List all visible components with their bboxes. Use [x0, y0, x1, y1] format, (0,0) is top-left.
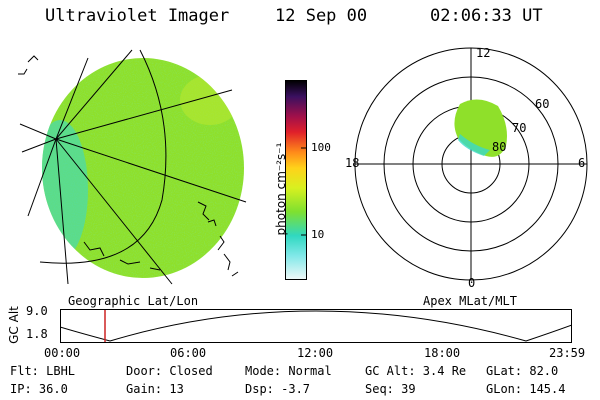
status-flt: Flt: LBHL [10, 364, 76, 378]
status-mode: Mode: Normal [245, 364, 332, 378]
status-dsp: Dsp: -3.7 [245, 382, 311, 396]
colorbar-unit-label: photon cm⁻²s⁻¹ [274, 142, 288, 236]
status-seq: Seq: 39 [365, 382, 416, 396]
status-door: Door: Closed [126, 364, 213, 378]
status-glat: GLat: 82.0 [486, 364, 559, 378]
apex-caption: Apex MLat/MLT [423, 294, 517, 308]
altitude-curve [60, 310, 572, 342]
timeline-axis-title: GC Alt [7, 306, 21, 344]
instrument-title: Ultraviolet Imager [45, 6, 230, 26]
mlt-label-6: 6 [578, 156, 586, 170]
status-gain: Gain: 13 [126, 382, 184, 396]
timeline-ytick-1.8: 1.8 [26, 327, 48, 341]
lat-label-70: 70 [512, 121, 527, 135]
coastlines [18, 55, 239, 277]
timeline-ytick-9: 9.0 [26, 304, 48, 318]
observation-time: 02:06:33 UT [430, 6, 543, 26]
colorbar [285, 80, 307, 280]
colorbar-tick-100: 100 [311, 141, 331, 154]
lat-label-60: 60 [535, 97, 550, 111]
status-gc-alt: GC Alt: 3.4 Re [365, 364, 467, 378]
earth-image-panel [18, 49, 247, 285]
observation-date: 12 Sep 00 [275, 6, 368, 26]
timeline-xtick-1800: 18:00 [424, 346, 461, 360]
mlt-label-12: 12 [476, 46, 491, 60]
geographic-grid [19, 49, 247, 285]
lat-label-80: 80 [492, 140, 507, 154]
timeline-xtick-2359: 23:59 [549, 346, 586, 360]
status-ip: IP: 36.0 [10, 382, 68, 396]
timeline-xtick-1200: 12:00 [297, 346, 334, 360]
mlt-label-0: 0 [468, 276, 476, 290]
geographic-caption: Geographic Lat/Lon [68, 294, 199, 308]
timeline-xtick-0000: 00:00 [44, 346, 81, 360]
status-glon: GLon: 145.4 [486, 382, 566, 396]
mlt-label-18: 18 [345, 156, 360, 170]
colorbar-tick-10: 10 [311, 228, 325, 241]
timeline-xtick-0600: 06:00 [170, 346, 207, 360]
altitude-timeline [60, 309, 572, 343]
polar-mlt-plot [354, 47, 588, 281]
